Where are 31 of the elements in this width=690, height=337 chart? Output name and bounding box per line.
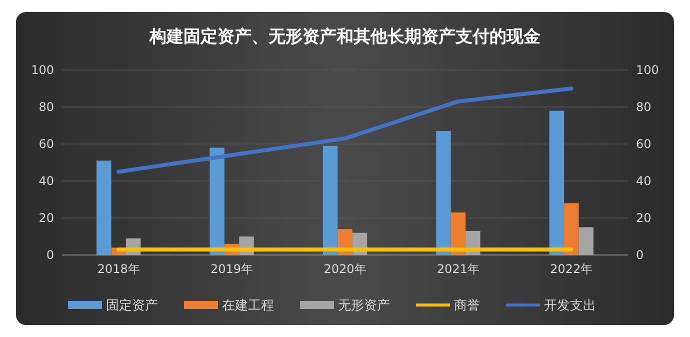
bar (322, 146, 338, 255)
bar (210, 148, 224, 255)
y-tick-label: 20 (38, 211, 54, 226)
bar (96, 160, 112, 255)
legend-label: 商誉 (454, 298, 480, 314)
legend-label: 在建工程 (222, 298, 274, 314)
x-tick-label: 2018年 (97, 262, 140, 276)
bar (564, 203, 579, 255)
bar (436, 131, 451, 255)
bar (578, 227, 594, 255)
legend-label: 开发支出 (544, 298, 596, 314)
x-tick-label: 2022年 (550, 262, 593, 276)
x-tick-label: 2020年 (324, 262, 366, 276)
y2-tick-label: 0 (636, 248, 644, 262)
bar (549, 110, 564, 255)
y2-tick-label: 100 (636, 63, 659, 78)
y-tick-label: 60 (38, 137, 54, 152)
y2-tick-label: 40 (636, 174, 652, 188)
x-tick-label: 2021年 (436, 262, 480, 276)
legend-label: 无形资产 (338, 298, 390, 314)
y-tick-label: 40 (38, 174, 54, 188)
y2-tick-label: 20 (636, 211, 652, 226)
y-tick-label: 100 (31, 63, 54, 78)
y-tick-label: 0 (46, 248, 54, 262)
legend-label: 固定资产 (106, 298, 158, 314)
x-tick-label: 2019年 (210, 262, 254, 276)
chart-title: 构建固定资产、无形资产和其他长期资产支付的现金 (148, 27, 540, 47)
y2-tick-label: 80 (636, 100, 652, 114)
y2-tick-label: 60 (636, 137, 652, 152)
line-series (116, 86, 574, 174)
y-tick-label: 80 (38, 100, 54, 114)
